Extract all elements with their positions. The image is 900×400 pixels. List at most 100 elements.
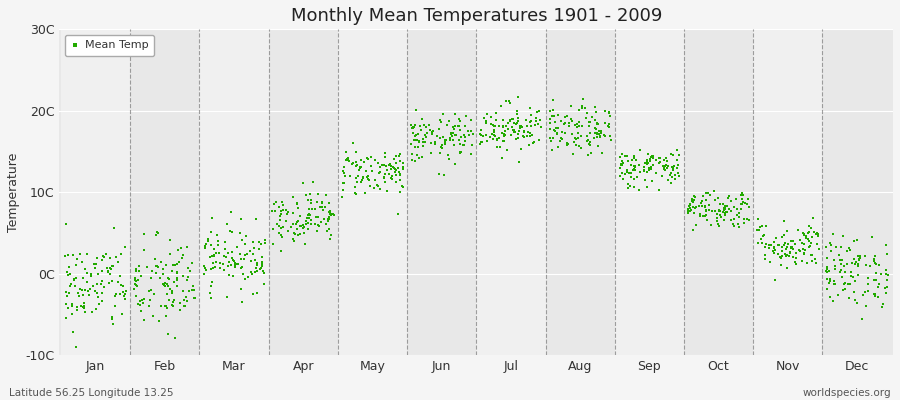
Mean Temp	[338, 149, 353, 155]
Mean Temp	[348, 148, 363, 155]
Mean Temp	[503, 132, 517, 138]
Mean Temp	[79, 279, 94, 285]
Mean Temp	[438, 140, 453, 147]
Mean Temp	[663, 170, 678, 176]
Mean Temp	[448, 122, 463, 129]
Mean Temp	[798, 232, 813, 239]
Mean Temp	[137, 247, 151, 254]
Mean Temp	[588, 104, 602, 110]
Mean Temp	[758, 251, 772, 258]
Mean Temp	[95, 278, 110, 284]
Mean Temp	[649, 156, 663, 163]
Mean Temp	[408, 136, 422, 143]
Mean Temp	[339, 156, 354, 163]
Mean Temp	[442, 155, 456, 162]
Mean Temp	[255, 254, 269, 261]
Mean Temp	[202, 254, 217, 260]
Mean Temp	[761, 245, 776, 251]
Mean Temp	[511, 159, 526, 166]
Mean Temp	[510, 94, 525, 100]
Mean Temp	[442, 136, 456, 143]
Mean Temp	[801, 244, 815, 250]
Mean Temp	[375, 162, 390, 168]
Mean Temp	[804, 242, 818, 249]
Mean Temp	[457, 132, 472, 138]
Mean Temp	[150, 264, 165, 270]
Mean Temp	[526, 140, 541, 146]
Mean Temp	[768, 246, 782, 253]
Mean Temp	[94, 290, 109, 296]
Mean Temp	[487, 123, 501, 130]
Mean Temp	[285, 194, 300, 200]
Mean Temp	[726, 216, 741, 222]
Mean Temp	[310, 222, 325, 228]
Mean Temp	[688, 196, 702, 203]
Mean Temp	[77, 308, 92, 315]
Mean Temp	[287, 231, 302, 238]
Mean Temp	[550, 144, 564, 150]
Mean Temp	[759, 241, 773, 248]
Mean Temp	[246, 238, 260, 245]
Mean Temp	[496, 138, 510, 144]
Mean Temp	[867, 277, 881, 283]
Mean Temp	[416, 139, 430, 146]
Mean Temp	[692, 211, 706, 218]
Mean Temp	[322, 236, 337, 242]
Mean Temp	[302, 211, 316, 217]
Mean Temp	[638, 160, 652, 166]
Mean Temp	[204, 266, 219, 272]
Mean Temp	[336, 168, 350, 174]
Mean Temp	[436, 111, 450, 117]
Mean Temp	[805, 234, 819, 241]
Mean Temp	[69, 307, 84, 314]
Mean Temp	[565, 151, 580, 157]
Mean Temp	[368, 157, 382, 164]
Mean Temp	[696, 192, 710, 199]
Mean Temp	[244, 258, 258, 264]
Mean Temp	[61, 272, 76, 278]
Text: Latitude 56.25 Longitude 13.25: Latitude 56.25 Longitude 13.25	[9, 388, 174, 398]
Mean Temp	[105, 316, 120, 322]
Mean Temp	[685, 196, 699, 202]
Mean Temp	[81, 292, 95, 298]
Mean Temp	[518, 134, 532, 141]
Mean Temp	[640, 161, 654, 168]
Mean Temp	[547, 112, 562, 119]
Mean Temp	[786, 238, 800, 244]
Mean Temp	[302, 212, 317, 218]
Mean Temp	[590, 121, 605, 127]
Mean Temp	[247, 245, 261, 251]
Mean Temp	[201, 237, 215, 244]
Mean Temp	[433, 117, 447, 123]
Mean Temp	[701, 206, 716, 213]
Mean Temp	[91, 271, 105, 277]
Mean Temp	[861, 274, 876, 281]
Mean Temp	[580, 137, 595, 143]
Mean Temp	[479, 132, 493, 138]
Mean Temp	[188, 295, 202, 301]
Mean Temp	[320, 191, 334, 198]
Mean Temp	[321, 214, 336, 220]
Mean Temp	[581, 119, 596, 126]
Mean Temp	[337, 170, 351, 177]
Mean Temp	[502, 100, 517, 106]
Mean Temp	[572, 119, 586, 125]
Mean Temp	[738, 200, 752, 206]
Mean Temp	[585, 113, 599, 120]
Mean Temp	[878, 242, 893, 249]
Mean Temp	[293, 223, 308, 229]
Mean Temp	[500, 120, 515, 127]
Mean Temp	[750, 227, 764, 233]
Mean Temp	[238, 240, 253, 247]
Mean Temp	[880, 272, 895, 279]
Mean Temp	[338, 173, 353, 180]
Mean Temp	[382, 162, 396, 168]
Mean Temp	[315, 200, 329, 206]
Mean Temp	[76, 292, 91, 298]
Mean Temp	[212, 250, 226, 256]
Mean Temp	[479, 118, 493, 124]
Mean Temp	[205, 279, 220, 286]
Mean Temp	[710, 211, 724, 217]
Mean Temp	[528, 114, 543, 121]
Mean Temp	[186, 295, 201, 302]
